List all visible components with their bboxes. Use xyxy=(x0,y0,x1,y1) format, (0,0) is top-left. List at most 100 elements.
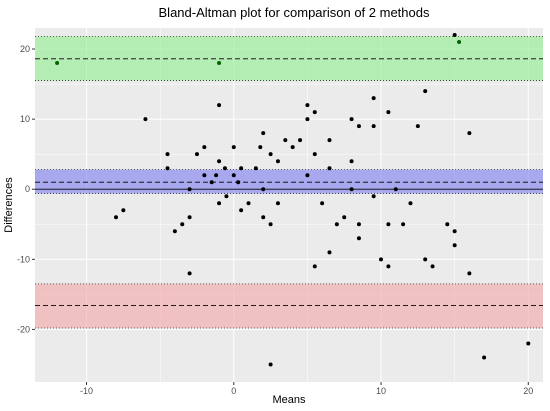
data-point xyxy=(379,257,384,262)
y-tick-label: -20 xyxy=(17,324,30,334)
data-point xyxy=(356,236,361,241)
data-point xyxy=(187,187,192,192)
data-point xyxy=(253,166,258,171)
data-point xyxy=(236,180,241,185)
data-point xyxy=(187,271,192,276)
data-point xyxy=(320,201,325,206)
y-tick-label: 20 xyxy=(20,44,30,54)
data-point xyxy=(187,215,192,220)
agreement-band xyxy=(35,169,543,194)
data-point xyxy=(312,110,317,115)
data-point xyxy=(290,145,295,150)
data-point xyxy=(275,201,280,206)
data-point xyxy=(121,208,126,213)
data-point xyxy=(452,229,457,234)
data-point xyxy=(356,222,361,227)
data-point xyxy=(467,271,472,276)
data-point xyxy=(423,89,428,94)
highlighted-data-point xyxy=(55,61,60,66)
data-point xyxy=(202,173,207,178)
data-point xyxy=(217,103,222,108)
data-point xyxy=(180,222,185,227)
data-point xyxy=(298,138,303,143)
data-point xyxy=(482,355,487,360)
data-point xyxy=(305,103,310,108)
chart-title: Bland-Altman plot for comparison of 2 me… xyxy=(159,5,430,20)
data-point xyxy=(342,215,347,220)
reference-lines xyxy=(35,36,543,329)
data-point xyxy=(239,208,244,213)
data-point xyxy=(283,138,288,143)
data-point xyxy=(224,194,229,199)
data-point xyxy=(445,222,450,227)
data-point xyxy=(452,33,457,38)
data-point xyxy=(393,187,398,192)
data-point xyxy=(312,152,317,157)
data-point xyxy=(261,187,266,192)
data-point xyxy=(231,173,236,178)
data-point xyxy=(334,222,339,227)
data-point xyxy=(165,152,170,157)
data-point xyxy=(327,250,332,255)
data-point xyxy=(312,264,317,269)
data-point xyxy=(246,201,251,206)
data-point xyxy=(222,166,227,171)
data-point xyxy=(371,96,376,101)
data-points xyxy=(55,33,531,367)
data-point xyxy=(371,124,376,129)
data-point xyxy=(305,117,310,122)
data-point xyxy=(415,124,420,129)
y-axis-ticks: -20 -10 0 10 20 xyxy=(17,44,35,334)
data-point xyxy=(327,138,332,143)
data-point xyxy=(239,166,244,171)
data-point xyxy=(305,173,310,178)
data-point xyxy=(386,110,391,115)
data-point xyxy=(467,131,472,136)
data-point xyxy=(113,215,118,220)
x-tick-label: 0 xyxy=(231,386,236,396)
data-point xyxy=(430,264,435,269)
data-point xyxy=(172,229,177,234)
x-tick-label: 20 xyxy=(523,386,533,396)
y-tick-label: 10 xyxy=(20,114,30,124)
data-point xyxy=(268,362,273,367)
data-point xyxy=(258,145,263,150)
data-point xyxy=(349,159,354,164)
data-point xyxy=(356,124,361,129)
highlighted-data-point xyxy=(217,61,222,66)
data-point xyxy=(231,145,236,150)
data-point xyxy=(408,201,413,206)
data-point xyxy=(386,222,391,227)
data-point xyxy=(217,159,222,164)
data-point xyxy=(202,145,207,150)
y-axis-label: Differences xyxy=(3,177,15,233)
data-point xyxy=(275,159,280,164)
data-point xyxy=(268,222,273,227)
x-axis-ticks: -10 0 10 20 xyxy=(80,382,533,396)
plot-panel xyxy=(35,28,543,382)
data-point xyxy=(165,166,170,171)
data-point xyxy=(386,264,391,269)
data-point xyxy=(349,117,354,122)
data-point xyxy=(423,257,428,262)
data-point xyxy=(143,117,148,122)
data-point xyxy=(268,152,273,157)
y-tick-label: -10 xyxy=(17,254,30,264)
data-point xyxy=(217,201,222,206)
data-point xyxy=(401,222,406,227)
data-point xyxy=(214,173,219,178)
data-point xyxy=(349,187,354,192)
x-tick-label: 10 xyxy=(376,386,386,396)
data-point xyxy=(209,180,214,185)
data-point xyxy=(261,215,266,220)
data-point xyxy=(194,152,199,157)
data-point xyxy=(371,194,376,199)
y-tick-label: 0 xyxy=(25,184,30,194)
data-point xyxy=(261,131,266,136)
data-point xyxy=(452,243,457,248)
data-point xyxy=(526,341,531,346)
highlighted-data-point xyxy=(457,40,462,45)
x-tick-label: -10 xyxy=(80,386,93,396)
x-axis-label: Means xyxy=(272,394,306,406)
